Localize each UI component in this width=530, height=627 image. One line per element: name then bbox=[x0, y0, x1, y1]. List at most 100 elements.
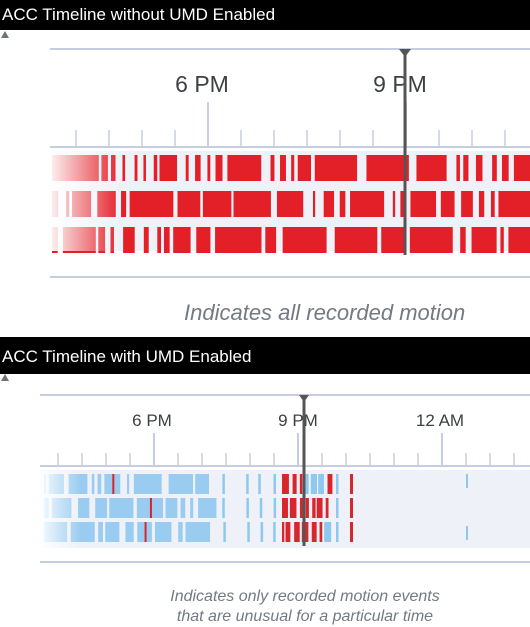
motion-event-bar bbox=[471, 227, 497, 253]
unusual-event-bar bbox=[282, 474, 289, 494]
unusual-event-bar bbox=[112, 474, 115, 494]
playhead-handle-icon[interactable] bbox=[299, 395, 309, 402]
motion-event-bar bbox=[410, 191, 437, 217]
motion-event-bar bbox=[500, 227, 504, 253]
time-label-9pm: 9 PM bbox=[373, 71, 427, 97]
motion-event-bar bbox=[270, 155, 275, 181]
motion-event-bar bbox=[177, 191, 201, 217]
panel-title: ACC Timeline with UMD Enabled bbox=[0, 337, 530, 374]
motion-event-bar bbox=[490, 191, 495, 217]
motion-timeline[interactable]: 6 PM 9 PM bbox=[0, 30, 530, 320]
caption-unusual-motion: Indicates only recorded motion events th… bbox=[95, 587, 515, 627]
motion-event-bar bbox=[195, 155, 201, 181]
fade-overlay bbox=[36, 470, 81, 548]
unusual-event-bar bbox=[292, 474, 297, 494]
normal-event-bar bbox=[222, 498, 225, 518]
motion-event-bar bbox=[508, 227, 530, 253]
unusual-event-bar bbox=[324, 522, 332, 542]
umd-motion-timeline[interactable]: 6 PM 9 PM 12 AM bbox=[0, 383, 530, 613]
motion-event-bar bbox=[215, 227, 262, 253]
motion-event-bar bbox=[276, 191, 304, 217]
motion-event-bar bbox=[456, 155, 460, 181]
motion-event-bar bbox=[461, 191, 473, 217]
motion-event-bar bbox=[173, 227, 191, 253]
motion-event-bar bbox=[400, 191, 405, 217]
normal-event-bar bbox=[336, 474, 339, 494]
fade-overlay bbox=[46, 151, 121, 251]
normal-event-bar bbox=[259, 498, 263, 518]
playhead-handle-icon[interactable] bbox=[399, 49, 411, 57]
motion-event-bars bbox=[44, 474, 468, 542]
motion-event-bar bbox=[196, 227, 211, 253]
unusual-event-bar bbox=[282, 498, 288, 518]
normal-event-bar bbox=[180, 498, 186, 518]
motion-event-bar bbox=[334, 227, 378, 253]
motion-event-bar bbox=[121, 191, 127, 217]
tick-marks bbox=[75, 102, 506, 146]
unusual-event-bar bbox=[318, 474, 324, 494]
motion-event-bar bbox=[297, 155, 312, 181]
motion-event-bar bbox=[280, 155, 286, 181]
unusual-event-bar bbox=[285, 522, 291, 542]
normal-event-bar bbox=[466, 474, 468, 488]
normal-event-bar bbox=[222, 474, 225, 494]
normal-event-bar bbox=[104, 474, 121, 494]
normal-event-bar bbox=[273, 474, 276, 494]
motion-event-bar bbox=[314, 155, 358, 181]
unusual-event-bar bbox=[316, 498, 323, 518]
normal-event-bar bbox=[97, 474, 102, 494]
motion-event-bar bbox=[339, 191, 346, 217]
motion-event-bar bbox=[153, 155, 158, 181]
unusual-event-bar bbox=[310, 474, 318, 494]
normal-event-bar bbox=[95, 498, 108, 518]
normal-event-bar bbox=[109, 498, 134, 518]
motion-event-bar bbox=[440, 191, 455, 217]
normal-event-bar bbox=[195, 474, 210, 494]
normal-event-bar bbox=[78, 498, 90, 518]
normal-event-bar bbox=[246, 474, 249, 494]
normal-event-bar bbox=[466, 526, 468, 540]
normal-event-bar bbox=[125, 522, 134, 542]
unusual-event-bar bbox=[327, 474, 333, 494]
motion-event-bar bbox=[159, 155, 178, 181]
unusual-event-bar bbox=[149, 498, 152, 518]
time-label-6pm: 6 PM bbox=[175, 71, 229, 97]
motion-event-bar bbox=[233, 191, 271, 217]
unusual-event-bar bbox=[312, 498, 316, 518]
motion-event-bar bbox=[312, 191, 316, 217]
normal-event-bar bbox=[165, 498, 178, 518]
motion-event-bar bbox=[492, 155, 497, 181]
unusual-event-bar bbox=[304, 474, 309, 494]
motion-event-bar bbox=[381, 227, 405, 253]
normal-event-bar bbox=[258, 474, 261, 494]
motion-event-bar bbox=[291, 155, 295, 181]
motion-event-bar bbox=[366, 155, 409, 181]
panel-title: ACC Timeline without UMD Enabled bbox=[0, 0, 530, 30]
normal-event-bar bbox=[247, 522, 250, 542]
motion-event-bar bbox=[513, 155, 530, 181]
unusual-event-bar bbox=[319, 522, 323, 542]
tick-marks bbox=[57, 433, 515, 465]
motion-event-bar bbox=[123, 227, 135, 253]
collapse-caret-icon[interactable] bbox=[1, 374, 9, 381]
unusual-event-bar bbox=[282, 522, 285, 542]
collapse-caret-icon[interactable] bbox=[1, 31, 9, 38]
motion-event-bar bbox=[215, 155, 223, 181]
motion-event-bar bbox=[416, 155, 447, 181]
caption-line-2: that are unusual for a particular time bbox=[176, 608, 434, 625]
motion-event-bar bbox=[475, 155, 483, 181]
unusual-event-bar bbox=[289, 498, 297, 518]
unusual-event-bar bbox=[305, 498, 309, 518]
unusual-event-bar bbox=[350, 498, 353, 518]
normal-event-bar bbox=[246, 498, 249, 518]
motion-event-bar bbox=[282, 227, 327, 253]
normal-event-bar bbox=[273, 498, 277, 518]
time-label-12am: 12 AM bbox=[416, 411, 464, 430]
motion-event-bar bbox=[478, 191, 485, 217]
normal-event-bar bbox=[336, 498, 339, 518]
unusual-event-bar bbox=[299, 498, 304, 518]
acc-timeline-without-umd-panel: ACC Timeline without UMD Enabled 6 PM 9 … bbox=[0, 0, 530, 324]
unusual-event-bar bbox=[294, 522, 300, 542]
unusual-event-bar bbox=[325, 498, 329, 518]
normal-event-bar bbox=[198, 498, 217, 518]
